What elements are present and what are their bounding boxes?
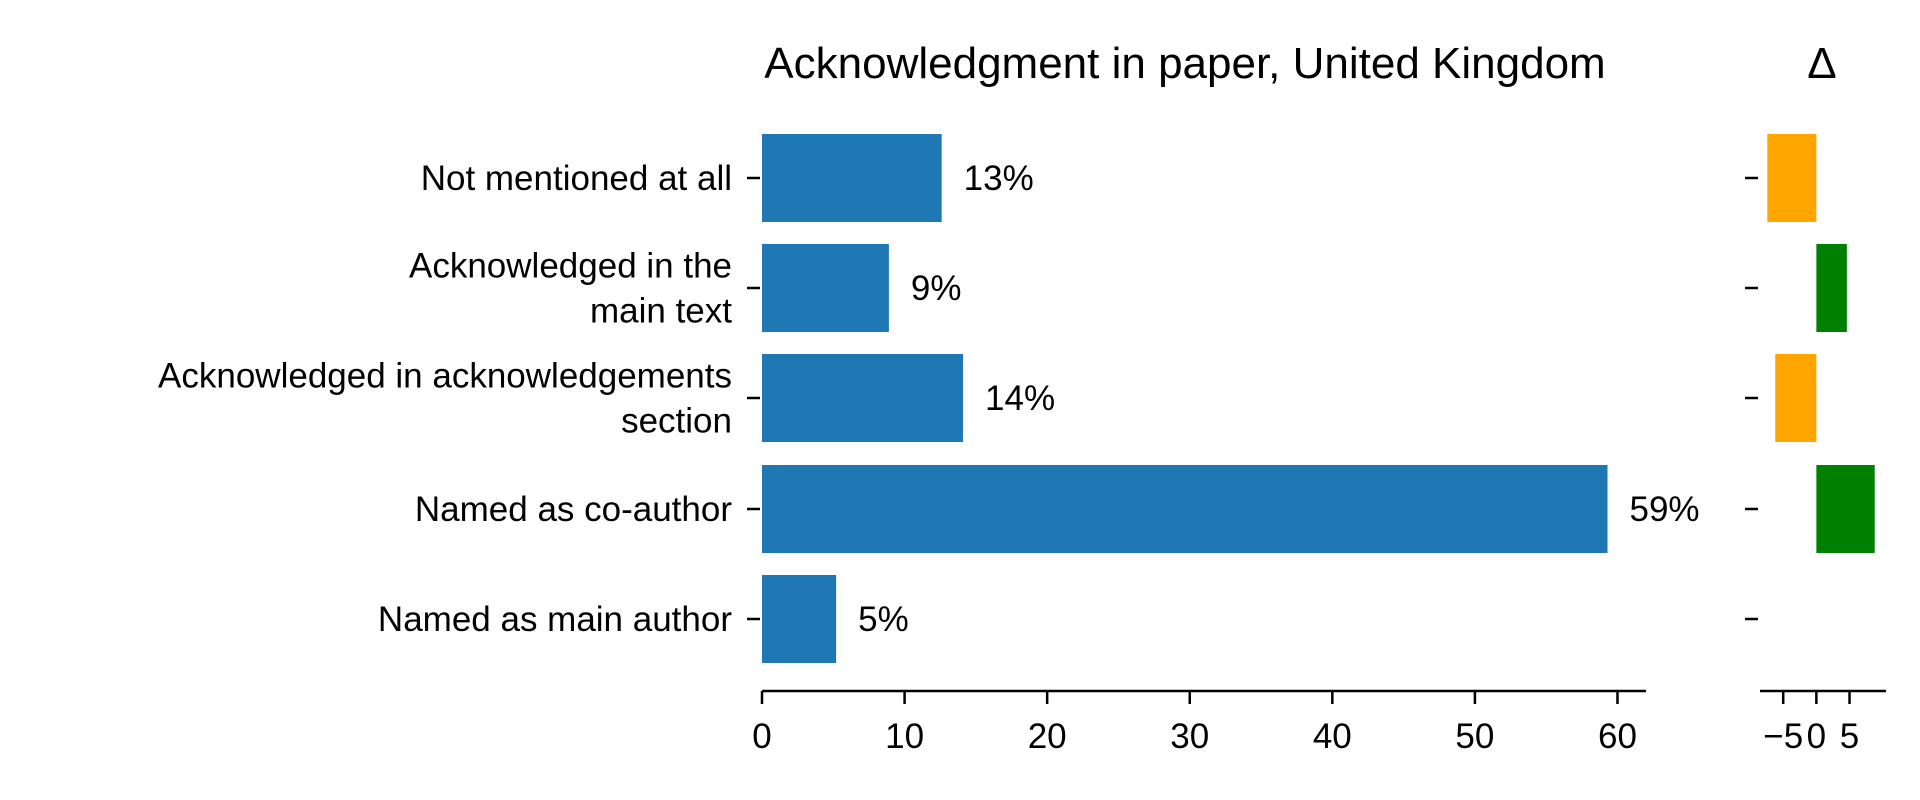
- x-tick-label: 10: [885, 717, 924, 756]
- bar: [762, 354, 964, 442]
- category-label: Acknowledged in the: [409, 247, 732, 286]
- bar: [762, 465, 1608, 553]
- x-tick-label: −5: [1763, 717, 1803, 756]
- delta-plot-area: −5 0 5: [1745, 134, 1886, 756]
- main-chart-title: Acknowledgment in paper, United Kingdom: [764, 39, 1605, 88]
- data-label: 14%: [985, 379, 1055, 418]
- delta-bar: [1816, 465, 1875, 553]
- x-tick-label: 40: [1313, 717, 1352, 756]
- delta-bar: [1767, 134, 1817, 222]
- x-tick-label: 0: [1807, 717, 1826, 756]
- category-label: section: [621, 402, 732, 441]
- bar: [762, 575, 837, 663]
- category-label: main text: [590, 292, 732, 331]
- category-label: Acknowledged in acknowledgements: [158, 357, 732, 396]
- bar: [762, 244, 889, 332]
- data-label: 9%: [911, 269, 962, 308]
- x-tick-label: 0: [752, 717, 771, 756]
- category-label: Named as co-author: [415, 490, 732, 529]
- category-label: Not mentioned at all: [421, 159, 732, 198]
- delta-bar: [1816, 244, 1847, 332]
- data-label: 59%: [1630, 490, 1700, 529]
- x-tick-label: 30: [1170, 717, 1209, 756]
- main-plot-area: 13% Not mentioned at all 9% Acknowledged in…: [158, 134, 1700, 756]
- data-label: 5%: [858, 600, 909, 639]
- x-tick-label: 60: [1598, 717, 1637, 756]
- delta-bar: [1775, 354, 1817, 442]
- bar: [762, 134, 942, 222]
- x-tick-label: 20: [1028, 717, 1067, 756]
- data-label: 13%: [964, 159, 1034, 198]
- x-tick-label: 50: [1455, 717, 1494, 756]
- category-label: Named as main author: [378, 600, 732, 639]
- delta-chart-title: Δ: [1807, 39, 1836, 88]
- x-tick-label: 5: [1840, 717, 1859, 756]
